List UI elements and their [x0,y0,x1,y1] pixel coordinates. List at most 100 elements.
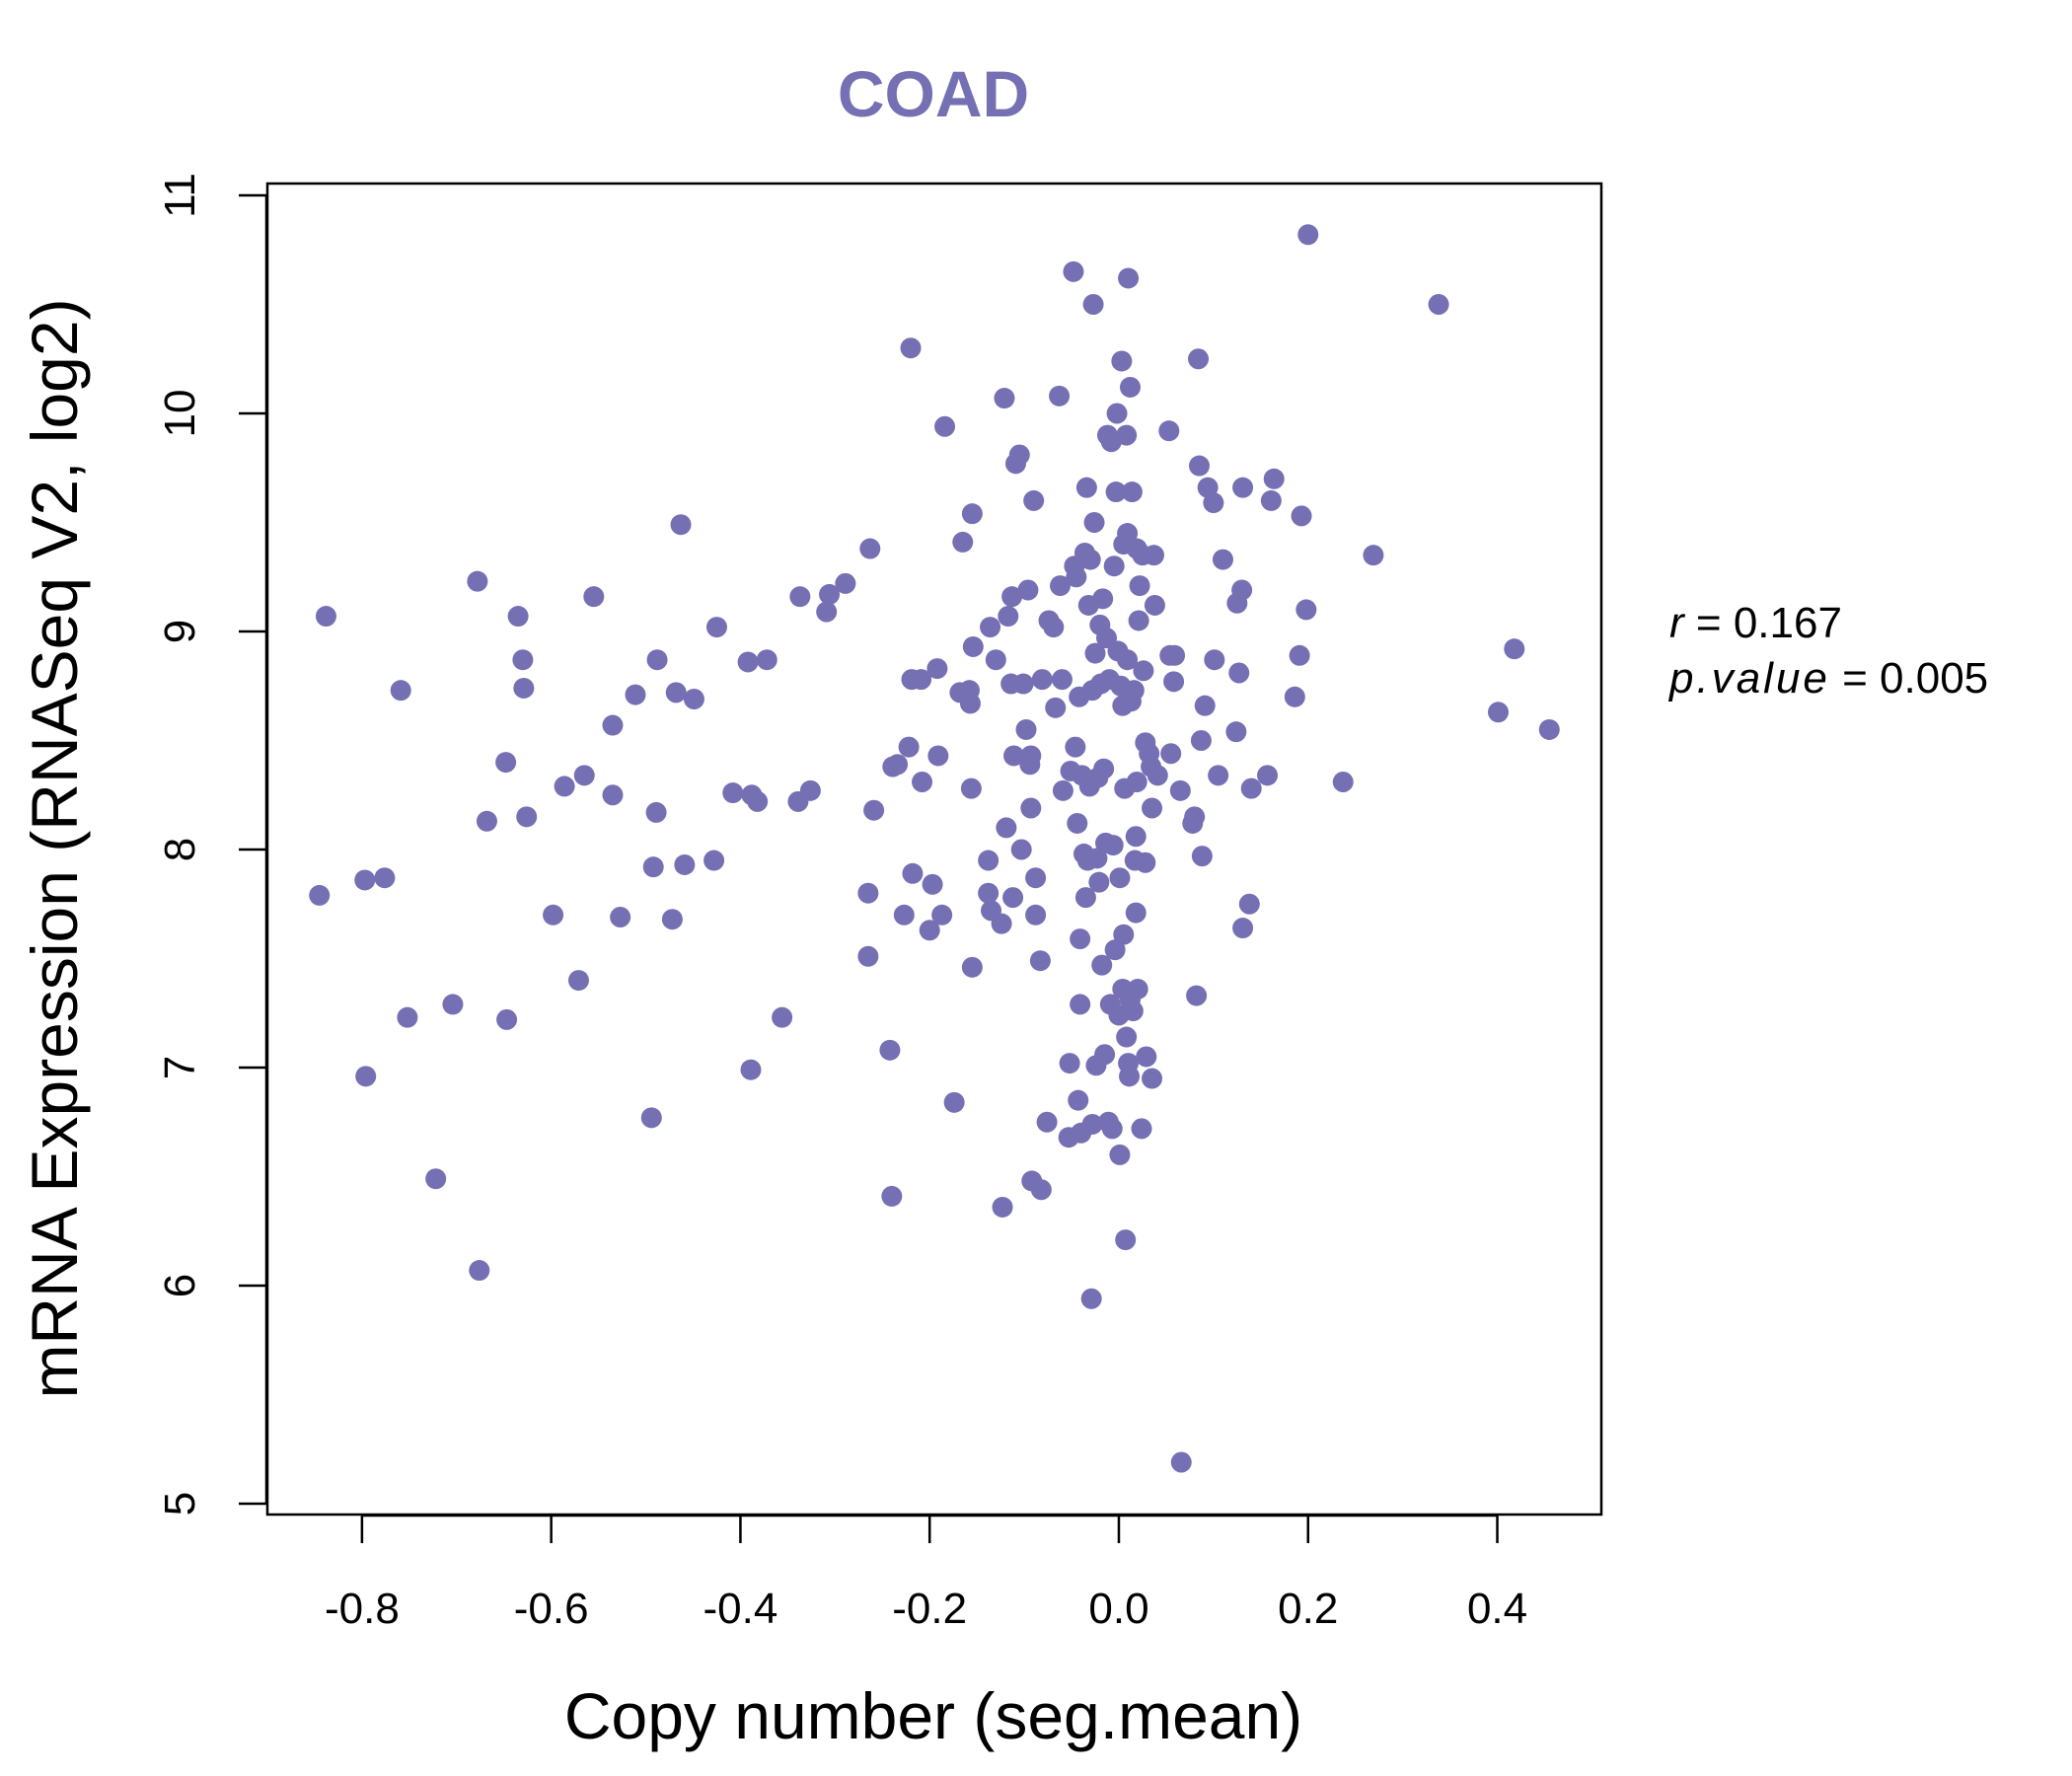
data-point [859,538,881,559]
data-point [674,853,696,875]
data-point [1067,812,1088,834]
data-point [610,907,631,928]
data-point [1125,826,1147,848]
data-point [1164,644,1186,666]
data-point [1158,420,1180,442]
data-point [857,945,879,967]
data-point [1194,695,1216,716]
data-point [1115,1229,1137,1251]
data-point [1118,267,1140,289]
data-point [354,869,376,891]
data-point [512,649,534,671]
data-point [912,771,933,792]
data-point [863,799,885,821]
data-point [1015,718,1037,740]
data-point [390,680,411,702]
data-point [857,882,879,904]
data-point [1081,1113,1103,1135]
data-point [1122,1000,1144,1022]
data-point [1428,294,1449,315]
data-point [625,684,646,705]
data-point [1163,671,1185,693]
data-point [573,765,595,786]
data-point [816,601,838,623]
data-point [1001,586,1023,608]
data-point [1111,350,1133,372]
data-point [1117,523,1139,545]
data-point [513,677,535,699]
data-point [919,920,940,941]
data-point [722,782,744,804]
data-point [425,1168,447,1190]
data-point [670,514,692,536]
data-point [799,779,821,801]
data-point [879,1039,901,1061]
data-point [1170,1451,1192,1473]
data-point [1123,680,1145,702]
data-point [1129,575,1150,597]
data-point [1135,851,1156,873]
data-point [516,806,538,828]
y-axis: 5 6 7 8 9 10 11 [156,173,268,1516]
data-point [980,617,1001,638]
data-point [1084,642,1106,664]
data-point [1030,1179,1052,1201]
data-point [1260,489,1282,511]
chart-title: COAD [838,57,1029,130]
data-point [1186,985,1208,1006]
data-point [960,777,982,799]
data-point [1103,555,1125,577]
x-tick-label: 0.0 [1088,1585,1148,1633]
data-point [1063,260,1084,282]
data-point [996,817,1017,839]
data-point [1051,669,1073,691]
p-value: 0.005 [1880,654,1988,703]
r-label: r [1669,599,1686,647]
data-point [1169,779,1191,801]
y-tick-label: 5 [156,1492,204,1516]
data-point [789,586,811,608]
data-point [1036,1111,1058,1133]
data-point [1068,1089,1089,1111]
data-point [1225,721,1247,743]
data-point [1083,512,1105,533]
data-point [1125,902,1147,924]
data-point [994,388,1015,409]
data-point [1504,638,1525,660]
x-tick-label: 0.4 [1467,1585,1527,1633]
data-point [1184,806,1206,828]
y-tick-label: 7 [156,1056,204,1079]
data-point [602,784,624,806]
p-label: p.value [1667,654,1830,703]
data-point [315,606,336,628]
data-points [309,224,1560,1473]
data-point [991,913,1012,934]
data-point [1142,1068,1163,1089]
x-tick-label: -0.2 [892,1585,967,1633]
data-point [1109,867,1131,889]
data-point [1059,1053,1080,1074]
data-point [1136,1046,1157,1068]
data-point [819,583,841,605]
data-point [1363,545,1384,566]
data-point [887,754,909,776]
data-point [1116,424,1138,446]
data-point [1043,617,1065,638]
data-point [881,1185,903,1207]
data-point [926,658,948,680]
data-point [1126,771,1147,792]
data-point [898,736,920,758]
data-point [1052,779,1073,801]
data-point [355,1066,377,1087]
data-point [309,884,331,906]
data-point [1101,1118,1123,1140]
data-point [1020,745,1042,767]
data-point [1031,669,1053,691]
data-point [1093,758,1115,779]
data-point [1106,403,1128,424]
data-point [962,635,984,657]
y-tick-label: 10 [156,390,204,438]
data-point [1102,835,1124,856]
data-point [1070,994,1091,1015]
data-point [1082,294,1104,315]
